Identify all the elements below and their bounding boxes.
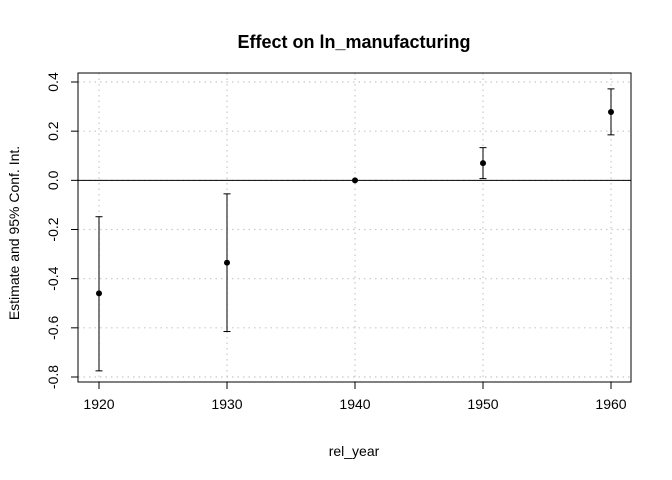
x-axis-label: rel_year: [329, 443, 380, 459]
x-tick-label: 1940: [339, 396, 370, 412]
y-tick-label: 0.0: [45, 170, 61, 190]
data-point: [224, 259, 230, 266]
data-point: [480, 160, 486, 167]
y-tick-label: -0.4: [45, 266, 61, 290]
y-tick-label: -0.6: [45, 316, 61, 340]
x-tick-label: 1930: [211, 396, 242, 412]
chart-title: Effect on ln_manufacturing: [237, 32, 470, 52]
y-axis-label: Estimate and 95% Conf. Int.: [6, 146, 22, 320]
x-tick-label: 1950: [467, 396, 498, 412]
y-axis: -0.8 -0.6 -0.4 -0.2 0.0 0.2 0.4: [45, 72, 79, 389]
data-point: [352, 177, 358, 184]
grid: [78, 73, 631, 382]
y-tick-label: 0.2: [45, 121, 61, 141]
y-tick-label: -0.8: [45, 365, 61, 389]
data-points: [96, 108, 614, 297]
x-axis: 1920 1930 1940 1950 1960: [83, 381, 627, 412]
x-tick-label: 1960: [595, 396, 626, 412]
data-point: [608, 108, 614, 115]
x-tick-label: 1920: [83, 396, 114, 412]
error-bars: [95, 88, 615, 372]
y-tick-label: 0.4: [45, 72, 61, 92]
data-point: [96, 290, 102, 297]
y-tick-label: -0.2: [45, 217, 61, 241]
